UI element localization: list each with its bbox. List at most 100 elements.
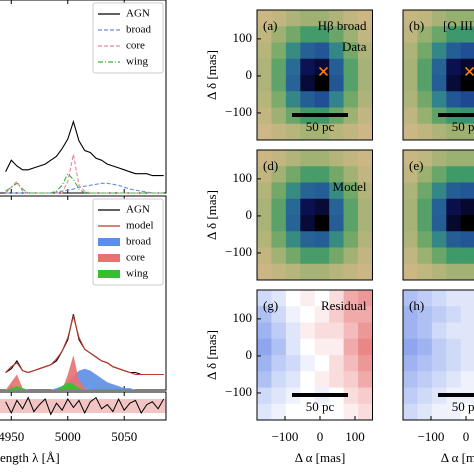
cell (343, 403, 359, 421)
cell (271, 166, 287, 183)
cell (329, 306, 344, 323)
cell (358, 123, 373, 141)
cell (403, 26, 418, 43)
x-axis-label: ength λ [Å] (0, 450, 60, 465)
area (5, 382, 164, 390)
cell (417, 371, 433, 388)
scale-bar-label: 50 pc (452, 119, 474, 134)
panel-frame (256, 289, 373, 421)
cell (358, 166, 373, 183)
cell (446, 91, 462, 108)
cell (329, 290, 344, 307)
cell (403, 91, 418, 108)
line (5, 172, 164, 194)
cell (460, 42, 474, 60)
cell (300, 322, 316, 340)
cell (417, 10, 433, 27)
cell (300, 150, 316, 167)
cell (257, 10, 272, 27)
cell (329, 355, 344, 372)
residual-line (5, 396, 165, 416)
cell (329, 338, 344, 356)
cell (403, 290, 418, 307)
cell (300, 10, 316, 27)
cell (314, 403, 330, 421)
cell (300, 75, 316, 92)
cell (300, 403, 316, 421)
cell (343, 371, 359, 388)
cell (417, 322, 433, 340)
cell (257, 198, 272, 216)
cell (417, 26, 433, 43)
cell (417, 107, 433, 125)
cell (403, 198, 418, 216)
cell (446, 306, 462, 323)
cell (446, 10, 462, 27)
cell (343, 290, 359, 307)
cell (285, 123, 301, 141)
cell (343, 166, 359, 183)
cell (431, 91, 447, 108)
cell (343, 306, 359, 323)
cell (329, 247, 344, 265)
cell (403, 387, 418, 405)
cell (417, 403, 433, 421)
cell (285, 215, 301, 232)
cell (314, 75, 330, 92)
cell (285, 263, 301, 281)
legend-label: broad (126, 236, 152, 248)
legend-swatch (98, 270, 120, 278)
cell (417, 42, 433, 60)
cell (358, 107, 373, 125)
cell (257, 58, 272, 76)
cell (329, 42, 344, 60)
cell (431, 26, 447, 43)
cell (403, 166, 418, 183)
cell (314, 182, 330, 200)
cell (358, 26, 373, 43)
cell (358, 215, 373, 232)
cell (358, 75, 373, 92)
cell (343, 10, 359, 27)
panel-frame (402, 9, 474, 141)
cell (403, 355, 418, 372)
cell (358, 231, 373, 248)
x-tick-label: 4950 (0, 429, 24, 444)
cell (314, 91, 330, 108)
cell (314, 150, 330, 167)
cell (271, 215, 287, 232)
cell (257, 322, 272, 340)
cell (446, 247, 462, 265)
cell (460, 123, 474, 141)
cell (314, 338, 330, 356)
cell (431, 247, 447, 265)
cell (300, 166, 316, 183)
cell (358, 403, 373, 421)
cell (431, 123, 447, 141)
cell (271, 338, 287, 356)
cell (271, 371, 287, 388)
cell (446, 123, 462, 141)
legend-label: wing (126, 56, 149, 68)
line (5, 119, 164, 177)
cell (358, 198, 373, 216)
cell (358, 306, 373, 323)
x-tick-label: 5050 (111, 429, 137, 444)
legend-label: broad (126, 24, 152, 36)
cell (417, 75, 433, 92)
cell (431, 322, 447, 340)
cell (460, 290, 474, 307)
cell (257, 403, 272, 421)
cell (271, 403, 287, 421)
cell (403, 75, 418, 92)
y-tick-label: 0 (246, 347, 253, 362)
cell (431, 371, 447, 388)
cell (431, 355, 447, 372)
cell (314, 247, 330, 265)
cell (300, 231, 316, 248)
y-tick-label: 100 (233, 310, 253, 325)
cell (329, 91, 344, 108)
cell (271, 198, 287, 216)
cell (460, 182, 474, 200)
